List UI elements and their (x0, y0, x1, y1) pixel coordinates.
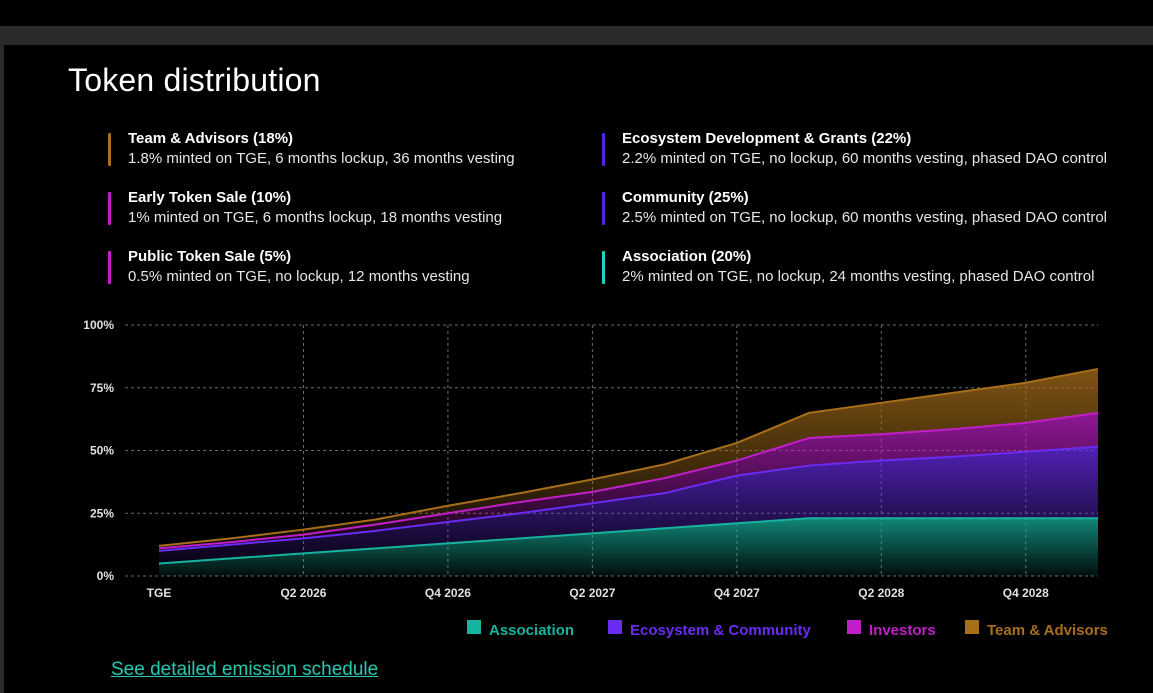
allocation-color-bar (108, 192, 111, 225)
allocation-desc: 1% minted on TGE, 6 months lockup, 18 mo… (128, 209, 503, 226)
line-ecosystem-community (158, 445, 1099, 552)
y-tick-label: 25% (90, 506, 114, 520)
allocation-desc: 2% minted on TGE, no lockup, 24 months v… (622, 268, 1095, 285)
area-investors (159, 412, 1098, 551)
allocation-name: Public Token Sale (5%) (128, 248, 292, 265)
legend-label-team-advisors: Team & Advisors (987, 622, 1108, 639)
content-panel (4, 45, 1153, 693)
legend-swatch-association (467, 620, 481, 634)
allocation-name: Ecosystem Development & Grants (22%) (622, 130, 912, 147)
legend-swatch-investors (847, 620, 861, 634)
legend-label-investors: Investors (869, 622, 936, 639)
allocation-color-bar (602, 192, 605, 225)
x-tick-label: Q4 2028 (1003, 586, 1049, 600)
x-tick-label: Q4 2027 (714, 586, 760, 600)
allocation-name: Early Token Sale (10%) (128, 189, 292, 206)
allocation-desc: 2.5% minted on TGE, no lockup, 60 months… (622, 209, 1107, 226)
line-association (158, 517, 1098, 565)
legend-swatch-ecosystem-community (608, 620, 622, 634)
line-investors (158, 411, 1099, 550)
allocation-color-bar (108, 133, 111, 166)
legend-label-ecosystem-community: Ecosystem & Community (630, 622, 812, 639)
y-tick-label: 50% (90, 444, 114, 458)
allocation-color-bar (602, 133, 605, 166)
allocation-name: Team & Advisors (18%) (128, 130, 294, 147)
emission-schedule-link[interactable]: See detailed emission schedule (111, 659, 379, 680)
allocation-name: Association (20%) (622, 248, 752, 265)
x-tick-label: Q2 2027 (569, 586, 615, 600)
x-tick-label: Q2 2028 (858, 586, 904, 600)
area-association (159, 518, 1098, 576)
top-bar (0, 0, 1153, 26)
area-team-advisors (159, 368, 1098, 549)
allocation-desc: 1.8% minted on TGE, 6 months lockup, 36 … (128, 150, 515, 167)
line-team-advisors (158, 367, 1099, 547)
allocation-desc: 2.2% minted on TGE, no lockup, 60 months… (622, 150, 1107, 167)
y-tick-label: 100% (83, 318, 114, 332)
allocation-color-bar (602, 251, 605, 284)
area-ecosystem-community (159, 446, 1098, 564)
page-title: Token distribution (68, 62, 321, 98)
y-tick-label: 0% (97, 569, 115, 583)
legend-swatch-team-advisors (965, 620, 979, 634)
legend-label-association: Association (489, 622, 574, 639)
x-tick-label: TGE (147, 586, 172, 600)
y-tick-label: 75% (90, 381, 114, 395)
allocation-name: Community (25%) (622, 189, 749, 206)
allocation-desc: 0.5% minted on TGE, no lockup, 12 months… (128, 268, 470, 285)
x-tick-label: Q2 2026 (280, 586, 326, 600)
x-tick-label: Q4 2026 (425, 586, 471, 600)
allocation-color-bar (108, 251, 111, 284)
